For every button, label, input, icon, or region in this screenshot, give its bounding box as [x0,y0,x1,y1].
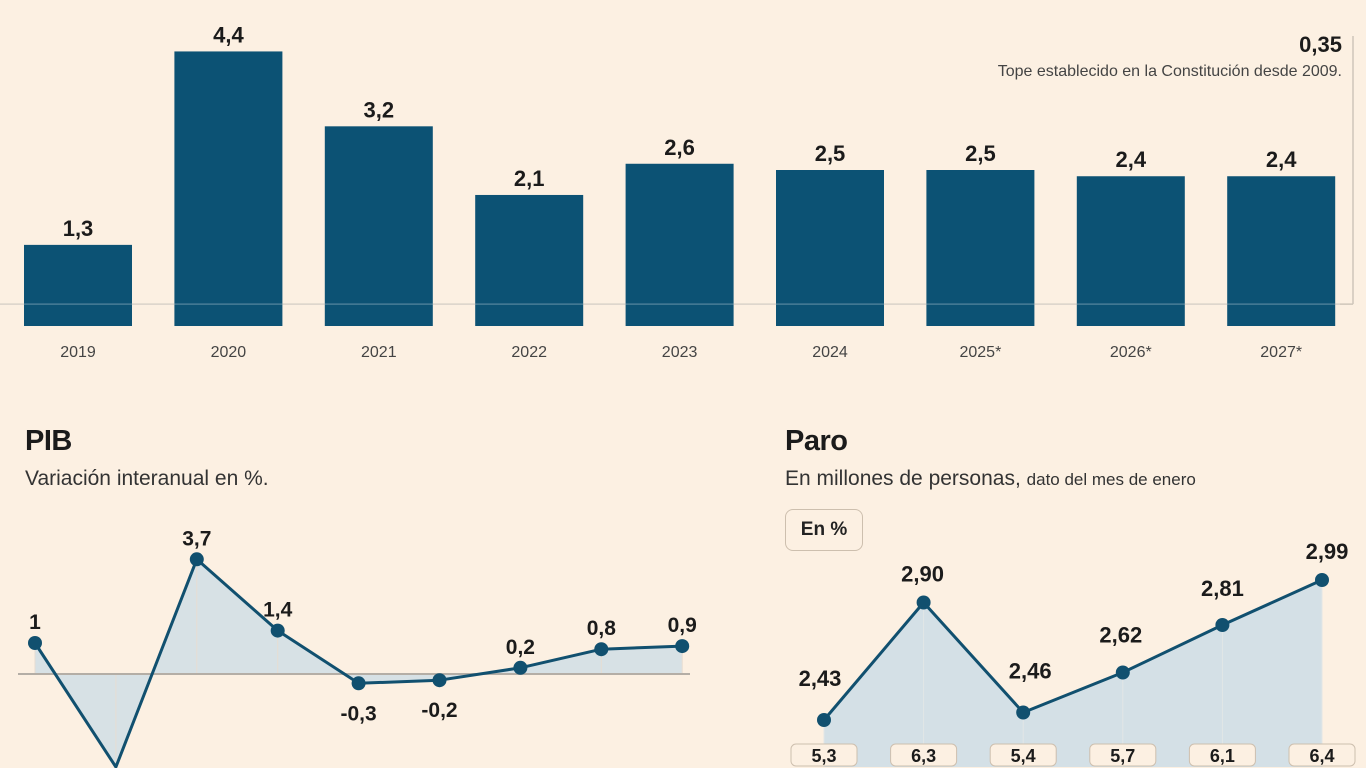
x-tick-label: 2022 [511,344,547,361]
pib-point [351,676,366,691]
paro-point [1016,705,1031,720]
percent-label: 5,7 [1110,746,1135,766]
pib-value-label: 0,9 [668,614,697,637]
paro-value-label: 2,62 [1099,623,1142,648]
percent-label: 5,4 [1011,746,1036,766]
bar-2020 [174,51,283,326]
x-tick-label: 2020 [211,344,247,361]
percent-label: 6,4 [1309,746,1334,766]
paro-point [916,595,931,610]
paro-subtitle: En millones de personas, dato del mes de… [785,467,1196,491]
bar-2026* [1076,176,1185,326]
percent-box [1089,743,1157,767]
x-tick-label: 2025* [959,344,1001,361]
paro-point [1115,665,1130,680]
pib-point [513,660,528,675]
pib-subtitle: Variación interanual en %. [25,467,269,490]
x-tick-label: 2021 [361,344,397,361]
pib-point [675,639,690,654]
paro-point [1215,618,1230,632]
pib-value-label: 3,7 [182,527,211,550]
x-tick-label: 2024 [812,344,848,361]
paro-point [817,713,831,727]
bar-2024 [776,170,884,326]
paro-value-label: 2,99 [1306,539,1349,564]
bar-value-label: 1,3 [63,216,94,241]
pib-value-label: 1 [29,611,41,634]
x-tick-label: 2027* [1260,344,1302,361]
paro-value-label: 2,81 [1201,576,1244,601]
reference-annotation: Tope establecido en la Constitución desd… [997,63,1342,80]
paro-value-label: 2,46 [1009,659,1052,684]
bar-value-label: 2,5 [965,141,996,166]
percent-label: 5,3 [811,746,836,766]
paro-area [824,580,1322,767]
pib-point [28,636,42,650]
percent-box [1188,743,1256,767]
pib-point [432,673,447,688]
bar-2019 [24,244,132,326]
paro-subtitle-note: dato del mes de enero [1026,470,1196,489]
bar-2027* [1227,176,1336,326]
pib-point [189,552,204,567]
x-tick-label: 2026* [1110,344,1152,361]
pib-point [594,642,609,657]
bar-value-label: 2,1 [514,166,545,191]
percent-badge: En % [785,509,863,551]
percent-box [790,743,858,767]
bar-value-label: 2,4 [1116,147,1147,172]
bar-2021 [324,126,433,326]
x-tick-label: 2019 [60,344,96,361]
bar-value-label: 2,4 [1266,147,1297,172]
pib-value-label: -0,3 [341,702,377,725]
paro-value-label: 2,43 [799,666,842,691]
bar-2025* [926,170,1035,326]
pib-value-label: 1,4 [263,599,293,622]
pib-value-label: -0,2 [421,699,457,722]
bar-2022 [475,194,584,326]
paro-point [1315,573,1329,587]
paro-line [822,578,1323,721]
x-tick-label: 2023 [662,344,698,361]
bar-2023 [625,163,734,326]
percent-box [989,743,1057,767]
pib-point [270,623,285,638]
pib-value-label: 0,8 [587,617,617,640]
pib-value-label: 0,2 [506,636,535,659]
paro-title: Paro [785,425,848,457]
percent-box [890,743,958,767]
bar-value-label: 2,6 [664,135,695,160]
bar-value-label: 2,5 [815,141,846,166]
paro-value-label: 2,90 [901,562,944,587]
percent-label: 6,1 [1210,746,1235,766]
pib-area [35,559,683,767]
percent-box [1288,743,1356,767]
reference-value: 0,35 [1299,32,1342,57]
percent-label: 6,3 [911,746,936,766]
bar-value-label: 3,2 [364,97,395,122]
paro-subtitle-main: En millones de personas, [785,467,1021,490]
pib-title: PIB [25,425,72,457]
bar-value-label: 4,4 [213,22,244,47]
